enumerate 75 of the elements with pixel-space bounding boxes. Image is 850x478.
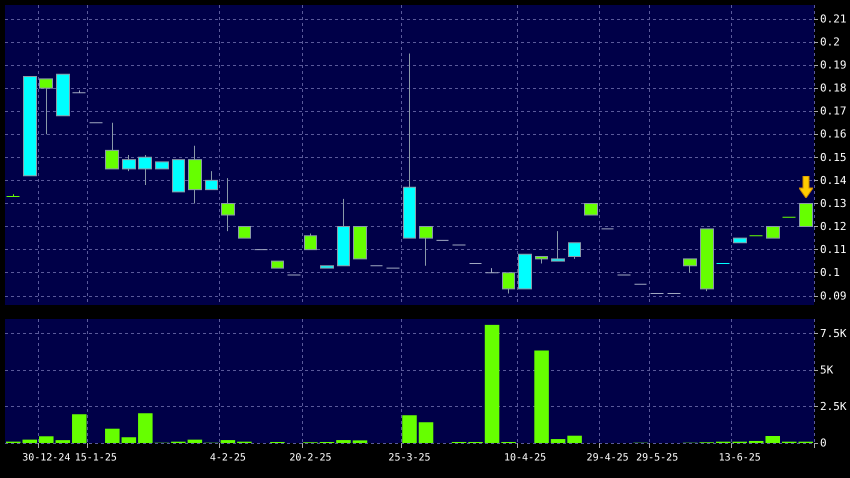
candlestick — [419, 226, 433, 266]
x-tick-label: 10-4-25 — [504, 452, 546, 464]
y-tick-label: 0.12 — [820, 220, 846, 234]
x-tick-label: 13-6-25 — [718, 452, 761, 464]
candlestick — [172, 159, 185, 192]
y-tick-label: 0.1 — [820, 266, 840, 280]
y-tick-label: 0.17 — [820, 104, 846, 118]
candlestick — [6, 194, 20, 198]
y-tick-label: 7.5K — [820, 327, 847, 340]
candlestick — [221, 178, 235, 232]
bar — [336, 440, 351, 443]
bar — [138, 413, 153, 443]
candlestick — [733, 238, 747, 244]
candlestick — [766, 226, 780, 239]
candlestick — [584, 202, 598, 216]
x-tick-label: 25-3-25 — [388, 452, 431, 464]
candlestick — [122, 154, 136, 172]
x-tick-label: 30-12-24 — [22, 452, 70, 464]
bar — [550, 439, 566, 443]
y-tick-label: 0.13 — [820, 196, 846, 210]
candlestick — [502, 272, 515, 294]
x-tick-label: 29-5-25 — [636, 452, 678, 464]
bar — [105, 428, 120, 443]
candlestick — [353, 226, 367, 260]
x-tick-label: 20-2-25 — [289, 452, 332, 464]
candlestick — [485, 268, 499, 274]
bar — [484, 324, 500, 443]
y-tick-label: 0 — [820, 436, 827, 450]
x-tick-label: 15-1-25 — [74, 452, 117, 464]
bar — [567, 436, 582, 443]
x-tick-label: 29-4-25 — [586, 452, 629, 464]
candlestick — [700, 228, 714, 292]
candlestick — [551, 230, 565, 262]
bar — [72, 414, 87, 443]
candlestick — [304, 232, 317, 250]
bar — [56, 440, 70, 443]
y-tick-label: 0.18 — [820, 82, 846, 95]
candlestick — [403, 52, 416, 239]
y-tick-label: 5K — [820, 364, 834, 377]
candlestick — [72, 90, 86, 94]
candlestick — [568, 242, 581, 260]
candlestick — [23, 76, 37, 176]
candlestick — [337, 198, 350, 266]
bar — [188, 440, 202, 443]
candlestick — [205, 170, 218, 190]
y-tick-label: 0.11 — [820, 243, 846, 256]
y-tick-label: 0.21 — [820, 12, 846, 26]
candlestick — [683, 258, 697, 274]
candlestick — [799, 202, 813, 228]
y-tick-label: 0.14 — [820, 174, 847, 187]
bar — [352, 440, 368, 443]
y-tick-label: 0.09 — [820, 289, 846, 302]
candlestick — [155, 161, 169, 170]
candlestick — [138, 154, 152, 186]
bar — [22, 440, 38, 443]
bar — [220, 440, 236, 443]
y-tick-label: 0.2 — [820, 35, 840, 48]
bar — [534, 350, 549, 443]
candlestick — [105, 122, 119, 170]
candlestick — [271, 260, 284, 269]
candlestick — [518, 254, 532, 290]
y-tick-label: 0.16 — [820, 128, 846, 141]
candlestick — [320, 265, 334, 269]
candlestick — [56, 74, 70, 116]
y-tick-label: 0.15 — [820, 150, 846, 164]
y-tick-label: 0.19 — [820, 58, 846, 72]
bar — [765, 436, 780, 443]
candlestick — [188, 145, 202, 204]
y-tick-label: 2.5K — [820, 400, 847, 414]
x-tick-label: 4-2-25 — [210, 452, 246, 464]
candlestick — [535, 256, 548, 264]
candlestick — [238, 226, 251, 239]
candlestick — [39, 78, 53, 135]
bar — [39, 436, 54, 443]
bar — [122, 437, 136, 443]
